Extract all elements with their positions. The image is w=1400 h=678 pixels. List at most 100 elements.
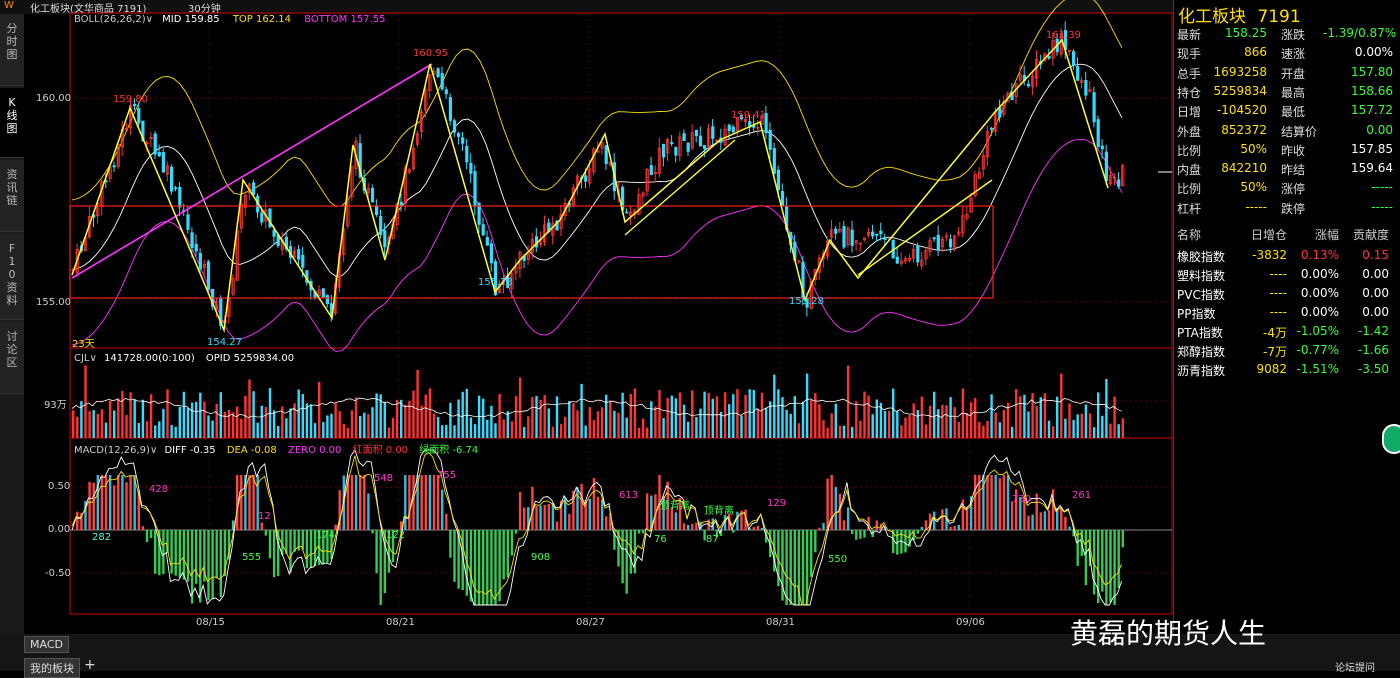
macd-bar xyxy=(359,475,361,530)
sector-contrib: -1.42 xyxy=(1341,324,1389,338)
quote-value: ----- xyxy=(1207,200,1267,214)
volume-bar xyxy=(535,396,537,438)
volume-bar xyxy=(613,411,615,438)
macd-bar xyxy=(999,478,1001,530)
macd-bar xyxy=(589,499,591,530)
volume-bar xyxy=(187,408,189,438)
quote-value: 852372 xyxy=(1207,123,1267,137)
macd-bar xyxy=(814,530,816,552)
macd-bar xyxy=(1109,530,1111,602)
quote-label: 结算价 xyxy=(1281,123,1317,140)
volume-bar xyxy=(298,390,300,438)
volume-bar xyxy=(671,396,673,438)
macd-bar xyxy=(404,475,406,530)
volume-bar xyxy=(216,404,218,438)
macd-annotation: 122 xyxy=(386,530,405,541)
boll-legend: BOLL(26,26,2)∨ MID 159.85 TOP 162.14 BOT… xyxy=(74,14,385,25)
candle-body xyxy=(175,188,177,189)
kline-chart[interactable] xyxy=(0,0,1173,634)
pivot-label: 161.39 xyxy=(1046,30,1081,41)
candle-body xyxy=(252,183,254,195)
volume-bar xyxy=(494,423,496,438)
quote-value: ----- xyxy=(1323,200,1393,214)
volume-value: 141728.00(0:100) xyxy=(104,353,195,364)
candle-body xyxy=(917,246,919,262)
volume-bar xyxy=(441,425,443,438)
candle-body xyxy=(453,121,455,133)
sector-table-row[interactable]: 郑醇指数-7万-0.77%-1.66 xyxy=(1177,343,1399,361)
volume-bar xyxy=(753,390,755,438)
volume-bar xyxy=(929,406,931,438)
macd-bar xyxy=(441,490,443,530)
macd-tab[interactable]: MACD xyxy=(24,636,69,653)
candle-body xyxy=(302,255,304,267)
volume-bar xyxy=(658,390,660,438)
macd-bar xyxy=(351,475,353,530)
volume-bar xyxy=(1113,397,1115,438)
sector-name: 郑醇指数 xyxy=(1177,345,1225,359)
volume-bar xyxy=(113,410,115,438)
sector-change: -1.05% xyxy=(1289,324,1339,338)
volume-bar xyxy=(166,389,168,438)
quote-label: 最新 xyxy=(1177,28,1201,42)
volume-bar xyxy=(121,391,123,438)
sector-contrib: 0.00 xyxy=(1341,286,1389,300)
volume-bar xyxy=(138,423,140,438)
volume-bar xyxy=(605,395,607,438)
volume-bar xyxy=(392,418,394,438)
volume-bars xyxy=(72,365,1124,438)
macd-bar xyxy=(207,530,209,600)
macd-bar xyxy=(761,528,763,530)
macd-bar xyxy=(474,530,476,605)
macd-bar xyxy=(835,487,837,530)
candle-body xyxy=(683,134,685,141)
quote-value: 0.00% xyxy=(1323,45,1393,59)
channel-line xyxy=(858,180,992,275)
candle-body xyxy=(585,176,587,182)
my-sector-tab[interactable]: 我的板块 xyxy=(24,658,80,678)
sector-table-row[interactable]: PTA指数-4万-1.05%-1.42 xyxy=(1177,324,1399,342)
macd-bar xyxy=(986,475,988,530)
candle-body xyxy=(437,69,439,77)
macd-bar xyxy=(363,475,365,530)
volume-bar xyxy=(576,410,578,438)
volume-bar xyxy=(601,407,603,438)
macd-annotation: 282 xyxy=(92,532,111,543)
macd-bar xyxy=(1011,501,1013,530)
candle-body xyxy=(1048,56,1050,58)
macd-bar xyxy=(1036,494,1038,530)
side-float-button[interactable] xyxy=(1382,424,1400,454)
macd-bar xyxy=(293,530,295,552)
volume-bar xyxy=(855,401,857,438)
sector-table-row[interactable]: PVC指数----0.00%0.00 xyxy=(1177,286,1399,304)
sector-table-row[interactable]: PP指数----0.00%0.00 xyxy=(1177,305,1399,323)
volume-bar xyxy=(511,421,513,438)
candle-body xyxy=(170,167,172,191)
sector-table-row[interactable]: 塑料指数----0.00%0.00 xyxy=(1177,267,1399,285)
volume-bar xyxy=(1097,392,1099,438)
macd-bar xyxy=(1118,530,1120,588)
quote-value: 0.00 xyxy=(1323,123,1393,137)
candle-body xyxy=(384,231,386,247)
volume-bar xyxy=(449,403,451,438)
volume-bar xyxy=(1027,411,1029,438)
quote-value: 866 xyxy=(1207,45,1267,59)
volume-bar xyxy=(695,417,697,438)
volume-bar xyxy=(277,426,279,438)
macd-annotation: 730 xyxy=(1012,494,1031,505)
volume-bar xyxy=(531,397,533,438)
macd-bar xyxy=(113,485,115,530)
macd-bar xyxy=(1085,530,1087,585)
volume-bar xyxy=(593,420,595,438)
macd-bar xyxy=(289,530,291,573)
macd-bar xyxy=(593,478,595,530)
macd-bar xyxy=(826,479,828,530)
quote-value: ----- xyxy=(1323,180,1393,194)
forum-question-button[interactable]: 论坛提问 xyxy=(1335,659,1375,674)
macd-bar xyxy=(429,475,431,530)
sector-contrib: 0.00 xyxy=(1341,305,1389,319)
volume-bar xyxy=(749,389,751,438)
